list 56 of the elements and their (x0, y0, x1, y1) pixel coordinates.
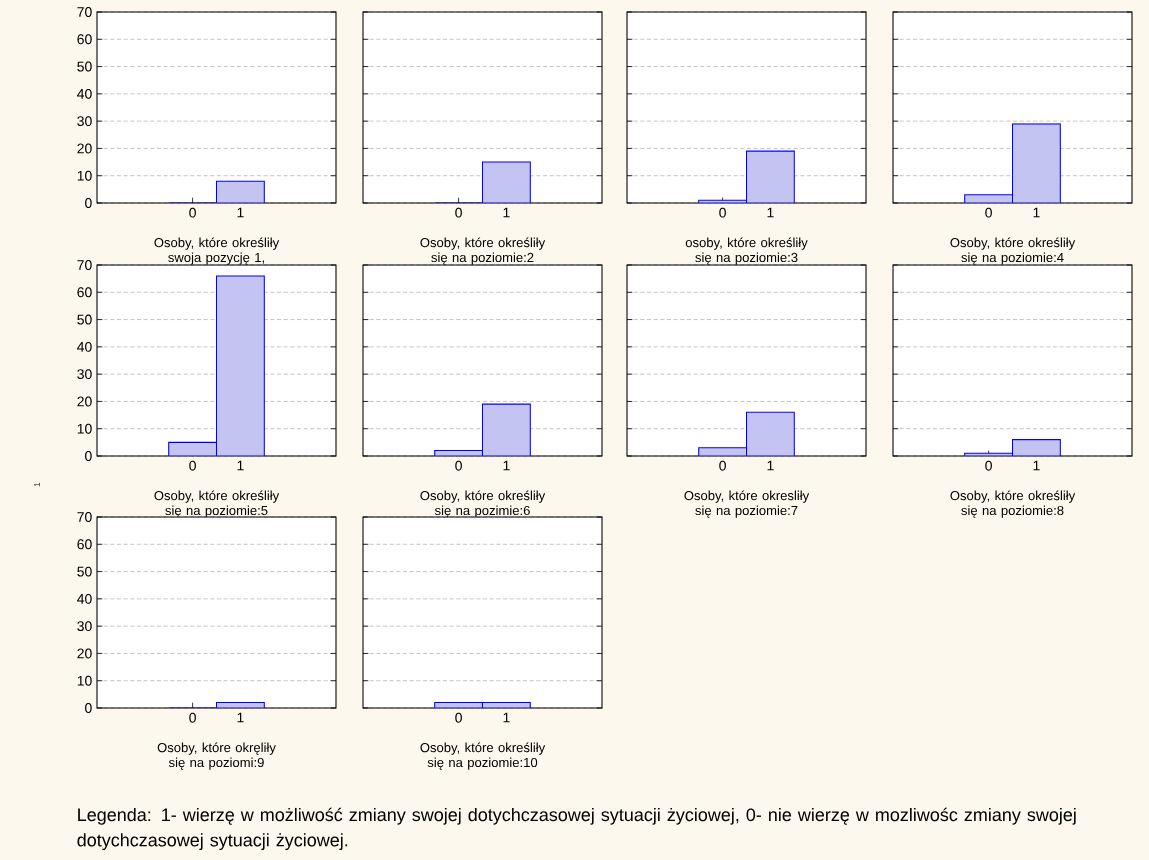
x-axis-title: Osoby, które okresliły się na poziomie:7 (684, 490, 810, 518)
x-tick-label: 0 (985, 207, 992, 218)
y-tick-label: 60 (77, 539, 92, 550)
x-tick-label: 1 (503, 207, 510, 218)
y-tick-label: 70 (77, 512, 92, 522)
x-axis-title: Osoby, które określiły się na poziomie:8 (950, 490, 1076, 518)
y-tick-label: 40 (77, 593, 92, 604)
y-tick-label: 10 (77, 170, 92, 181)
x-axis-title: Osoby, które określiły się na poziomie:5 (154, 490, 280, 518)
x-tick-label: 1 (237, 207, 244, 218)
y-tick-label: 30 (77, 369, 92, 380)
y-tick-label: 20 (77, 143, 92, 154)
x-axis-title: osoby, które określiły się na poziomie:3 (685, 237, 808, 265)
y-tick-label: 0 (85, 198, 92, 208)
x-tick-label: 0 (455, 712, 462, 723)
y-tick-label: 40 (77, 341, 92, 352)
x-tick-label: 1 (237, 460, 244, 471)
x-tick-label: 0 (189, 207, 196, 218)
x-axis-title: Osoby, które określiły się na pozimie:6 (420, 490, 546, 518)
x-axis-title: Osoby, które określiły swoja pozycję 1, (154, 237, 280, 265)
y-tick-label: 10 (77, 675, 92, 686)
x-axis-title: Osoby, które okręliły się na poziomi:9 (157, 742, 276, 770)
y-tick-label: 0 (85, 703, 92, 713)
y-tick-label: 30 (77, 621, 92, 632)
y-tick-label: 30 (77, 116, 92, 127)
x-tick-label: 1 (1033, 207, 1040, 218)
x-tick-label: 1 (503, 460, 510, 471)
y-tick-label: 50 (77, 314, 92, 325)
x-tick-label: 0 (189, 712, 196, 723)
x-tick-label: 0 (719, 207, 726, 218)
y-tick-label: 60 (77, 34, 92, 45)
y-tick-label: 70 (77, 7, 92, 17)
y-axis-title: 1 (34, 482, 40, 487)
y-tick-label: 0 (85, 451, 92, 461)
y-tick-label: 70 (77, 260, 92, 270)
y-tick-label: 20 (77, 648, 92, 659)
x-tick-label: 0 (455, 207, 462, 218)
y-tick-label: 20 (77, 396, 92, 407)
x-tick-label: 1 (767, 460, 774, 471)
x-tick-label: 1 (503, 712, 510, 723)
x-tick-label: 0 (455, 460, 462, 471)
y-tick-label: 40 (77, 88, 92, 99)
x-axis-title: Osoby, które określiły się na poziomie:2 (420, 237, 546, 265)
x-axis-title: Osoby, które określiły się na poziomie:4 (950, 237, 1076, 265)
x-tick-label: 1 (1033, 460, 1040, 471)
x-tick-label: 1 (767, 207, 774, 218)
x-tick-label: 0 (189, 460, 196, 471)
y-tick-label: 50 (77, 566, 92, 577)
x-tick-label: 0 (719, 460, 726, 471)
text: Legenda: 1- wierzę w możliwość zmiany swojej dotychczasowej sytuacji życiowej, 0- nie wierzę w mozliwośc zmiany swojej dotychczasowej sytuacji życiowej. (77, 807, 1076, 851)
x-tick-label: 0 (985, 460, 992, 471)
y-tick-label: 10 (77, 423, 92, 434)
x-tick-label: 1 (237, 712, 244, 723)
x-axis-title: Osoby, które określiły się na poziomie:10 (420, 742, 546, 770)
y-tick-label: 50 (77, 61, 92, 72)
y-tick-label: 60 (77, 287, 92, 298)
